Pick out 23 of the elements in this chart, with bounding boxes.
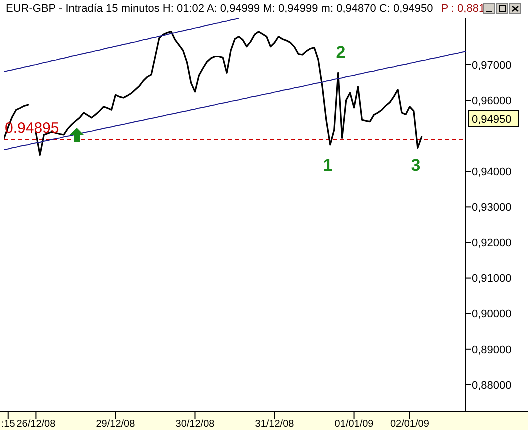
text: 0,94950 bbox=[472, 114, 512, 126]
x-tick-label: 29/12/08 bbox=[96, 419, 136, 430]
chart-subtitle: P : 0,881 bbox=[441, 3, 486, 15]
y-tick-label: 0,88000 bbox=[472, 380, 512, 392]
y-tick-label: 0,89000 bbox=[472, 344, 512, 356]
y-tick-label: 0,92000 bbox=[472, 238, 512, 250]
annotation: 3 bbox=[411, 156, 421, 175]
y-tick-label: 0,93000 bbox=[472, 202, 512, 214]
x-tick-label: 31/12/08 bbox=[255, 419, 295, 430]
y-tick-label: 0,91000 bbox=[472, 273, 512, 286]
y-tick-label: 0,97000 bbox=[472, 60, 512, 72]
x-tick-label: 01/01/09 bbox=[334, 419, 374, 430]
annotation: 2 bbox=[336, 42, 346, 62]
y-tick-label: 0,90000 bbox=[472, 308, 512, 321]
x-tick-label: 02/01/09 bbox=[390, 419, 430, 430]
y-tick-label: 0,96000 bbox=[472, 95, 512, 108]
x-tick-label: 30/12/08 bbox=[176, 419, 216, 430]
chart-title: EUR-GBP - Intradía 15 minutos H: 01:02 A: 0,94999 M: 0,94999 m: 0,94870 C: 0,94950 bbox=[6, 3, 434, 15]
y-tick-label: 0,94000 bbox=[472, 166, 512, 178]
x-tick-label: :15 bbox=[1, 419, 16, 430]
line-series bbox=[4, 18, 240, 73]
annotation: 1 bbox=[323, 156, 333, 175]
x-tick-label: 26/12/08 bbox=[16, 419, 56, 430]
